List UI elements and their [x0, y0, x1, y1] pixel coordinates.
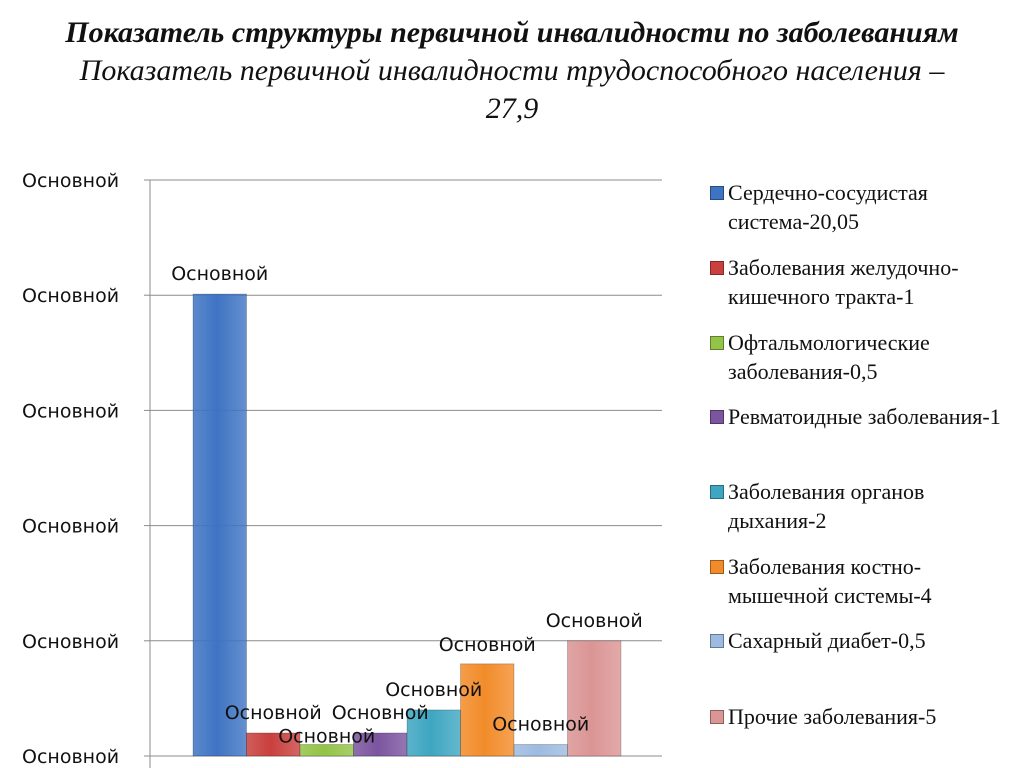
legend-label: Заболевания желудочно-кишечного тракта-1 — [728, 255, 959, 309]
legend-swatch — [710, 560, 724, 574]
chart-title: Показатель структуры первичной инвалидно… — [60, 14, 964, 128]
legend-label: Сердечно-сосудистая система-20,05 — [728, 180, 928, 234]
legend-swatch — [710, 336, 724, 350]
data-labels: ОсновнойОсновнойОсновнойОсновнойОсновной… — [171, 263, 643, 747]
y-tick-label: Основной — [22, 285, 119, 307]
y-tick-label: Основной — [22, 400, 119, 422]
legend-swatch — [710, 634, 724, 648]
data-label: Основной — [225, 702, 322, 724]
data-label: Основной — [278, 725, 375, 747]
data-label: Основной — [332, 702, 429, 724]
data-label: Основной — [171, 263, 268, 285]
y-tick-label: Основной — [22, 746, 119, 768]
data-label: Основной — [492, 713, 589, 735]
chart-title-main: Показатель структуры первичной инвалидно… — [65, 16, 959, 49]
y-tick-label: Основной — [22, 516, 119, 538]
data-label: Основной — [439, 634, 536, 656]
data-label: Основной — [385, 679, 482, 701]
legend-swatch — [710, 485, 724, 499]
bars — [192, 293, 622, 757]
y-tick-label: Основной — [22, 170, 119, 192]
data-label: Основной — [546, 610, 643, 632]
legend-label: Заболевания костно-мышечной системы-4 — [728, 554, 932, 608]
chart-subtitle: Показатель первичной инвалидности трудос… — [79, 54, 945, 125]
bar — [192, 293, 247, 757]
bar — [513, 744, 568, 757]
axes — [144, 179, 151, 768]
legend-swatch — [710, 186, 724, 200]
bar — [460, 663, 515, 757]
legend-label: Офтальмологические заболевания-0,5 — [728, 330, 930, 384]
legend-swatch — [710, 710, 724, 724]
bar — [567, 640, 622, 757]
bar — [406, 709, 461, 757]
legend-swatch — [710, 261, 724, 275]
legend-label: Сахарный диабет-0,5 — [728, 628, 926, 653]
legend-label: Ревматоидные заболевания-1 — [728, 404, 1001, 429]
y-axis-ticks: Основной Основной Основной Основной Основной… — [22, 170, 119, 768]
y-tick-label: Основной — [22, 631, 119, 653]
legend-swatch — [710, 410, 724, 424]
legend-label: Заболевания органов дыхания-2 — [728, 479, 925, 533]
legend-label: Прочие заболевания-5 — [728, 704, 937, 729]
bar-chart: ОсновнойОсновнойОсновнойОсновнойОсновной… — [22, 170, 662, 768]
